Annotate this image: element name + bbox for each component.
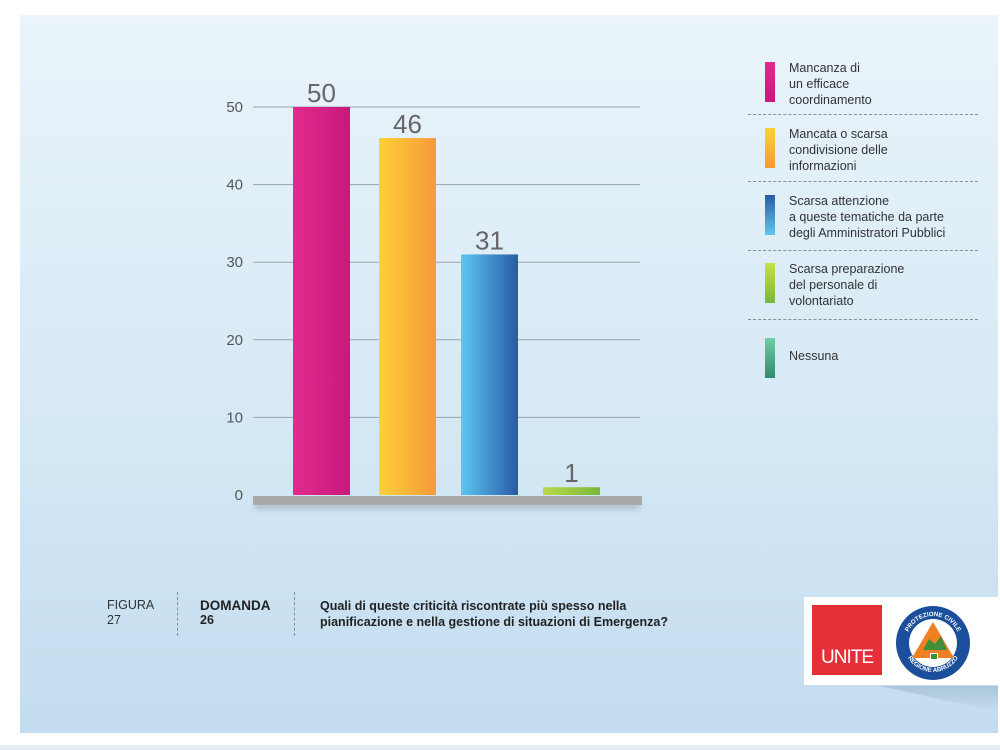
legend-divider <box>748 319 978 320</box>
figure-number: 27 <box>107 613 121 627</box>
bar-value-label: 1 <box>564 458 578 488</box>
y-tick-label: 30 <box>226 254 243 271</box>
question-text: Quali di queste criticità riscontrate pi… <box>320 598 750 630</box>
legend-swatch <box>765 62 775 102</box>
y-tick-label: 0 <box>235 487 243 504</box>
legend-swatch <box>765 263 775 303</box>
legend-divider <box>748 250 978 251</box>
caption-divider <box>177 592 178 636</box>
legend-label: Scarsa preparazione del personale di vol… <box>789 262 905 308</box>
bottom-strip <box>0 745 1000 750</box>
legend-swatch <box>765 128 775 168</box>
legend-label: Mancata o scarsa condivisione delle info… <box>789 127 888 173</box>
baseline-platform <box>253 496 642 505</box>
unite-logo: UNITE <box>812 605 882 675</box>
question-line: Quali di queste criticità riscontrate pi… <box>320 599 627 613</box>
bar <box>379 138 436 496</box>
bar-value-label: 31 <box>475 225 504 255</box>
legend-label: Nessuna <box>789 349 839 363</box>
legend-divider <box>748 181 978 182</box>
legend-swatch <box>765 338 775 378</box>
figure-caption: FIGURA 27 <box>107 598 167 628</box>
protezione-civile-logo: PROTEZIONE CIVILE REGIONE ABRUZZO <box>896 606 970 680</box>
y-tick-label: 10 <box>226 409 243 426</box>
baseline-shadow <box>255 503 640 509</box>
question-caption: DOMANDA 26 <box>200 598 280 628</box>
bar <box>293 107 350 495</box>
question-number: 26 <box>200 613 214 627</box>
caption-divider <box>294 592 295 636</box>
figure-label: FIGURA <box>107 598 155 612</box>
question-line: pianificazione e nella gestione di situa… <box>320 615 668 629</box>
bar <box>543 487 600 495</box>
y-tick-label: 50 <box>226 99 243 116</box>
legend-divider <box>748 114 978 115</box>
y-tick-label: 40 <box>226 177 243 194</box>
unite-logo-text: UNITE <box>821 647 874 668</box>
y-tick-label: 20 <box>226 332 243 349</box>
question-label: DOMANDA <box>200 598 271 613</box>
legend-swatch <box>765 195 775 235</box>
bar-value-label: 46 <box>393 109 422 139</box>
bar <box>461 254 518 495</box>
bar-value-label: 50 <box>307 78 336 108</box>
legend-label: Scarsa attenzione a queste tematiche da … <box>789 194 946 240</box>
legend-label: Mancanza di un efficace coordinamento <box>789 61 872 107</box>
